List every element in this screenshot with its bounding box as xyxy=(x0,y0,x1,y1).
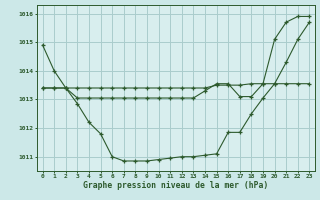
X-axis label: Graphe pression niveau de la mer (hPa): Graphe pression niveau de la mer (hPa) xyxy=(84,181,268,190)
